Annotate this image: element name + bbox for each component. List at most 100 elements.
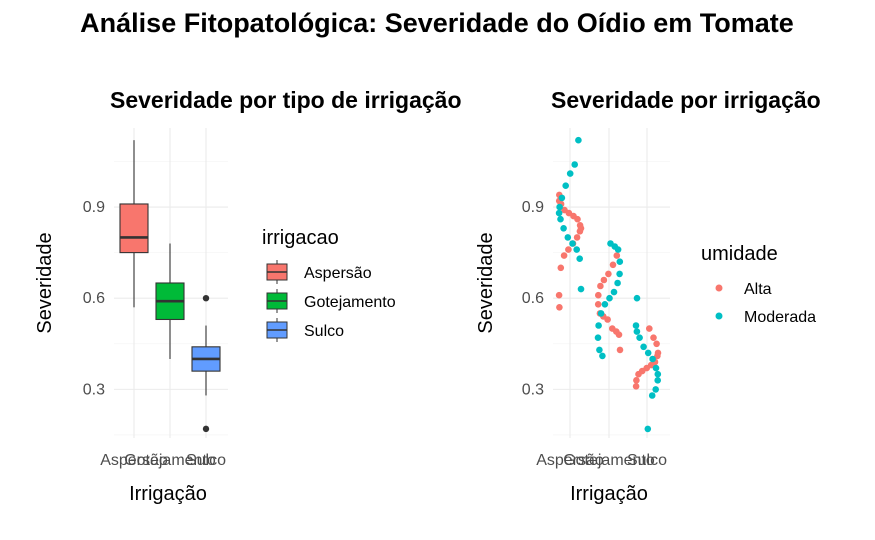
scatter-y-tick-label: 0.6	[522, 290, 544, 307]
scatter-point-moderada	[614, 279, 621, 287]
scatter-point-alta	[654, 352, 661, 360]
boxplot-legend-title: irrigacao	[262, 227, 339, 249]
legend-label: Moderada	[744, 309, 816, 326]
scatter-point-alta	[556, 304, 563, 311]
legend-key-alta	[715, 284, 723, 292]
scatter-point-alta	[605, 270, 612, 278]
scatter-title: Severidade por irrigação	[551, 87, 821, 113]
scatter-point-moderada	[575, 136, 582, 144]
scatter-point-alta	[594, 301, 602, 308]
scatter-point-alta	[604, 316, 611, 323]
boxplot-boxes	[119, 140, 221, 433]
scatter-point-alta	[632, 383, 640, 390]
scatter-point-moderada	[644, 349, 652, 357]
scatter-x-tick-label: Sulco	[627, 452, 667, 469]
scatter-point-moderada	[555, 209, 563, 217]
boxplot-y-axis-title: Severidade	[34, 232, 56, 333]
scatter-point-moderada	[577, 285, 585, 293]
scatter-point-moderada	[654, 377, 661, 384]
scatter-point-moderada	[633, 294, 641, 302]
scatter-point-moderada	[566, 170, 574, 177]
boxplot-panel: Severidade por tipo de irrigação 0.30.60…	[34, 87, 462, 505]
legend-label: Gotejamento	[304, 294, 396, 311]
scatter-point-moderada	[652, 386, 659, 393]
scatter-point-moderada	[633, 328, 641, 335]
scatter-point-moderada	[569, 240, 576, 247]
scatter-point-moderada	[556, 203, 563, 211]
scatter-point-alta	[635, 370, 642, 378]
scatter-point-moderada	[640, 343, 647, 351]
scatter-point-alta	[600, 276, 608, 284]
scatter-point-alta	[597, 282, 604, 290]
scatter-point-moderada	[636, 334, 643, 342]
scatter-point-alta	[616, 346, 624, 354]
figure-title: Análise Fitopatológica: Severidade do Oí…	[80, 8, 794, 38]
scatter-legend-title: umidade	[701, 243, 778, 265]
scatter-point-moderada	[576, 255, 583, 262]
scatter-point-alta	[565, 246, 572, 253]
scatter-panel: Severidade por irrigação 0.3 0.6 0.9 Asper…	[475, 87, 821, 505]
scatter-point-moderada	[632, 322, 640, 329]
scatter-point-alta	[653, 340, 660, 348]
scatter-point-moderada	[562, 182, 569, 189]
scatter-point-alta	[576, 228, 584, 235]
scatter-point-moderada	[560, 225, 567, 232]
boxplot-title: Severidade por tipo de irrigação	[110, 87, 462, 113]
boxplot-y-tick-label: 0.9	[83, 199, 105, 216]
scatter-points	[555, 136, 662, 433]
scatter-gridlines	[553, 128, 670, 438]
scatter-point-moderada	[652, 364, 660, 372]
boxplot-legend-items: Aspersão Gotejamento Sulco	[266, 260, 396, 342]
scatter-point-moderada	[649, 355, 656, 363]
scatter-point-alta	[595, 291, 602, 299]
scatter-point-moderada	[606, 294, 613, 302]
boxplot-legend: irrigacao Aspersão Gotejamento Sulco	[262, 227, 396, 342]
scatter-point-alta	[574, 215, 581, 223]
scatter-point-moderada	[573, 246, 580, 253]
scatter-y-tick-label: 0.9	[522, 199, 544, 216]
scatter-point-alta	[560, 252, 568, 259]
scatter-point-moderada	[558, 194, 566, 202]
box-outlier	[202, 294, 210, 302]
scatter-point-moderada	[599, 352, 606, 360]
scatter-point-moderada	[564, 234, 572, 241]
boxplot-y-tick-label: 0.3	[83, 381, 105, 398]
boxplot-x-tick-label: Gotejamento	[124, 452, 216, 469]
scatter-point-moderada	[614, 246, 622, 253]
boxplot-x-tick-label: Sulco	[186, 452, 226, 469]
scatter-point-alta	[615, 331, 623, 339]
scatter-point-alta	[573, 234, 581, 241]
scatter-point-moderada	[594, 334, 602, 342]
legend-label: Sulco	[304, 323, 344, 340]
scatter-point-moderada	[654, 370, 662, 378]
scatter-x-tick-label: Gotejamento	[563, 452, 655, 469]
scatter-point-alta	[557, 264, 565, 272]
scatter-point-alta	[650, 334, 657, 342]
scatter-point-moderada	[571, 161, 578, 168]
scatter-point-alta	[633, 377, 640, 384]
legend-label: Aspersão	[304, 265, 372, 282]
scatter-point-moderada	[597, 310, 605, 317]
scatter-legend: umidade Alta Moderada	[701, 243, 816, 326]
legend-key-moderada	[715, 312, 723, 320]
boxplot-y-ticks: 0.3 0.6 0.9	[83, 199, 105, 398]
boxplot-x-tick-label: Aspersão	[100, 452, 168, 469]
scatter-point-moderada	[644, 425, 652, 433]
scatter-point-moderada	[595, 322, 602, 329]
scatter-point-moderada	[610, 288, 618, 296]
boxplot-x-axis-title: Irrigação	[129, 483, 207, 505]
box-outlier	[202, 425, 210, 433]
scatter-x-tick-label: Aspersão	[536, 452, 604, 469]
scatter-x-axis-title: Irrigação	[570, 483, 648, 505]
scatter-point-alta	[646, 325, 653, 332]
scatter-point-alta	[609, 261, 617, 269]
box-aspersão	[119, 203, 149, 254]
scatter-point-alta	[555, 291, 563, 299]
scatter-point-moderada	[616, 270, 623, 278]
scatter-y-axis-title: Severidade	[475, 232, 497, 333]
scatter-point-alta	[613, 252, 621, 259]
scatter-y-ticks: 0.3 0.6 0.9	[522, 199, 544, 398]
